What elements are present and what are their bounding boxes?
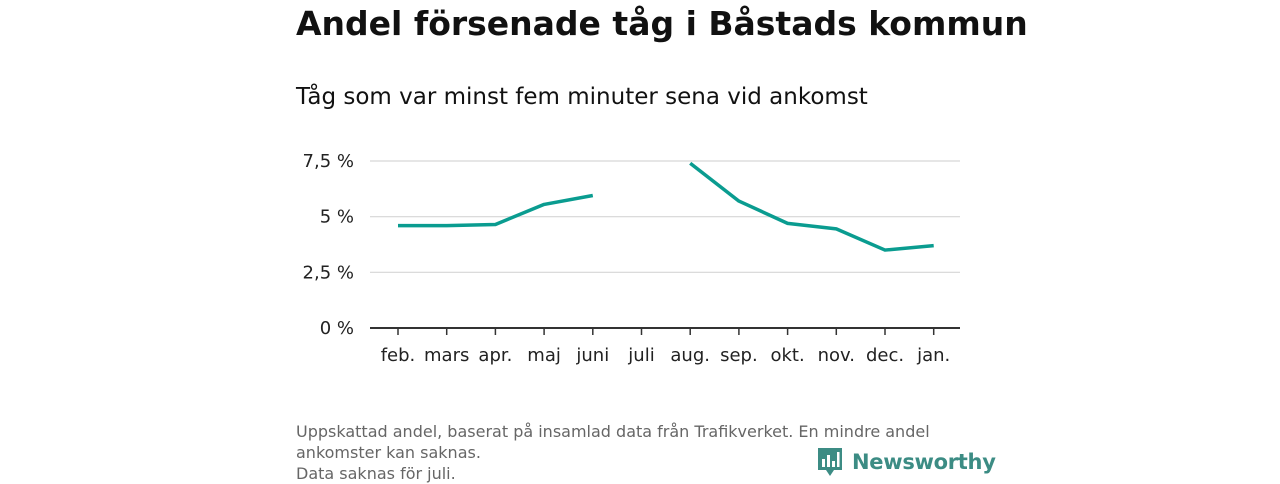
x-tick-label: sep. <box>720 345 758 366</box>
gridlines <box>370 160 960 273</box>
x-tick-label: apr. <box>478 345 512 366</box>
y-tick-label: 0 % <box>320 318 354 339</box>
x-tick-label: aug. <box>670 345 710 366</box>
chart-title: Andel försenade tåg i Båstads kommun <box>296 4 1028 43</box>
x-tick-label: juni <box>575 345 609 366</box>
footnote-line-2: ankomster kan saknas. <box>296 443 481 462</box>
x-tick-label: dec. <box>866 345 904 366</box>
y-tick-label: 5 % <box>320 207 354 228</box>
x-tick-label: juli <box>627 345 654 366</box>
y-axis-ticks: 0 % 2,5 % 5 % 7,5 % <box>303 151 354 339</box>
x-tick-label: feb. <box>381 345 416 366</box>
series-line-segment <box>398 193 594 228</box>
x-tick-label: okt. <box>770 345 804 366</box>
logo-text: Newsworthy <box>852 450 996 474</box>
y-tick-label: 7,5 % <box>303 151 354 172</box>
chart-subtitle: Tåg som var minst fem minuter sena vid a… <box>296 84 868 110</box>
x-axis-ticks: feb. mars apr. maj juni juli aug. sep. okt. nov. d… <box>381 328 950 366</box>
x-tick-label: mars <box>424 345 469 366</box>
x-tick-label: nov. <box>818 345 855 366</box>
series-lines <box>398 161 934 252</box>
series-line-segment <box>689 161 934 252</box>
newsworthy-logo: Newsworthy <box>816 446 996 478</box>
chart-footnote: Uppskattad andel, baserat på insamlad da… <box>296 421 986 484</box>
y-tick-label: 2,5 % <box>303 262 354 283</box>
footnote-line-3: Data saknas för juli. <box>296 464 456 483</box>
x-tick-label: maj <box>527 345 561 366</box>
x-tick-label: jan. <box>916 345 950 366</box>
bar-chart-badge-icon <box>818 448 842 476</box>
footnote-line-1: Uppskattad andel, baserat på insamlad da… <box>296 422 930 441</box>
